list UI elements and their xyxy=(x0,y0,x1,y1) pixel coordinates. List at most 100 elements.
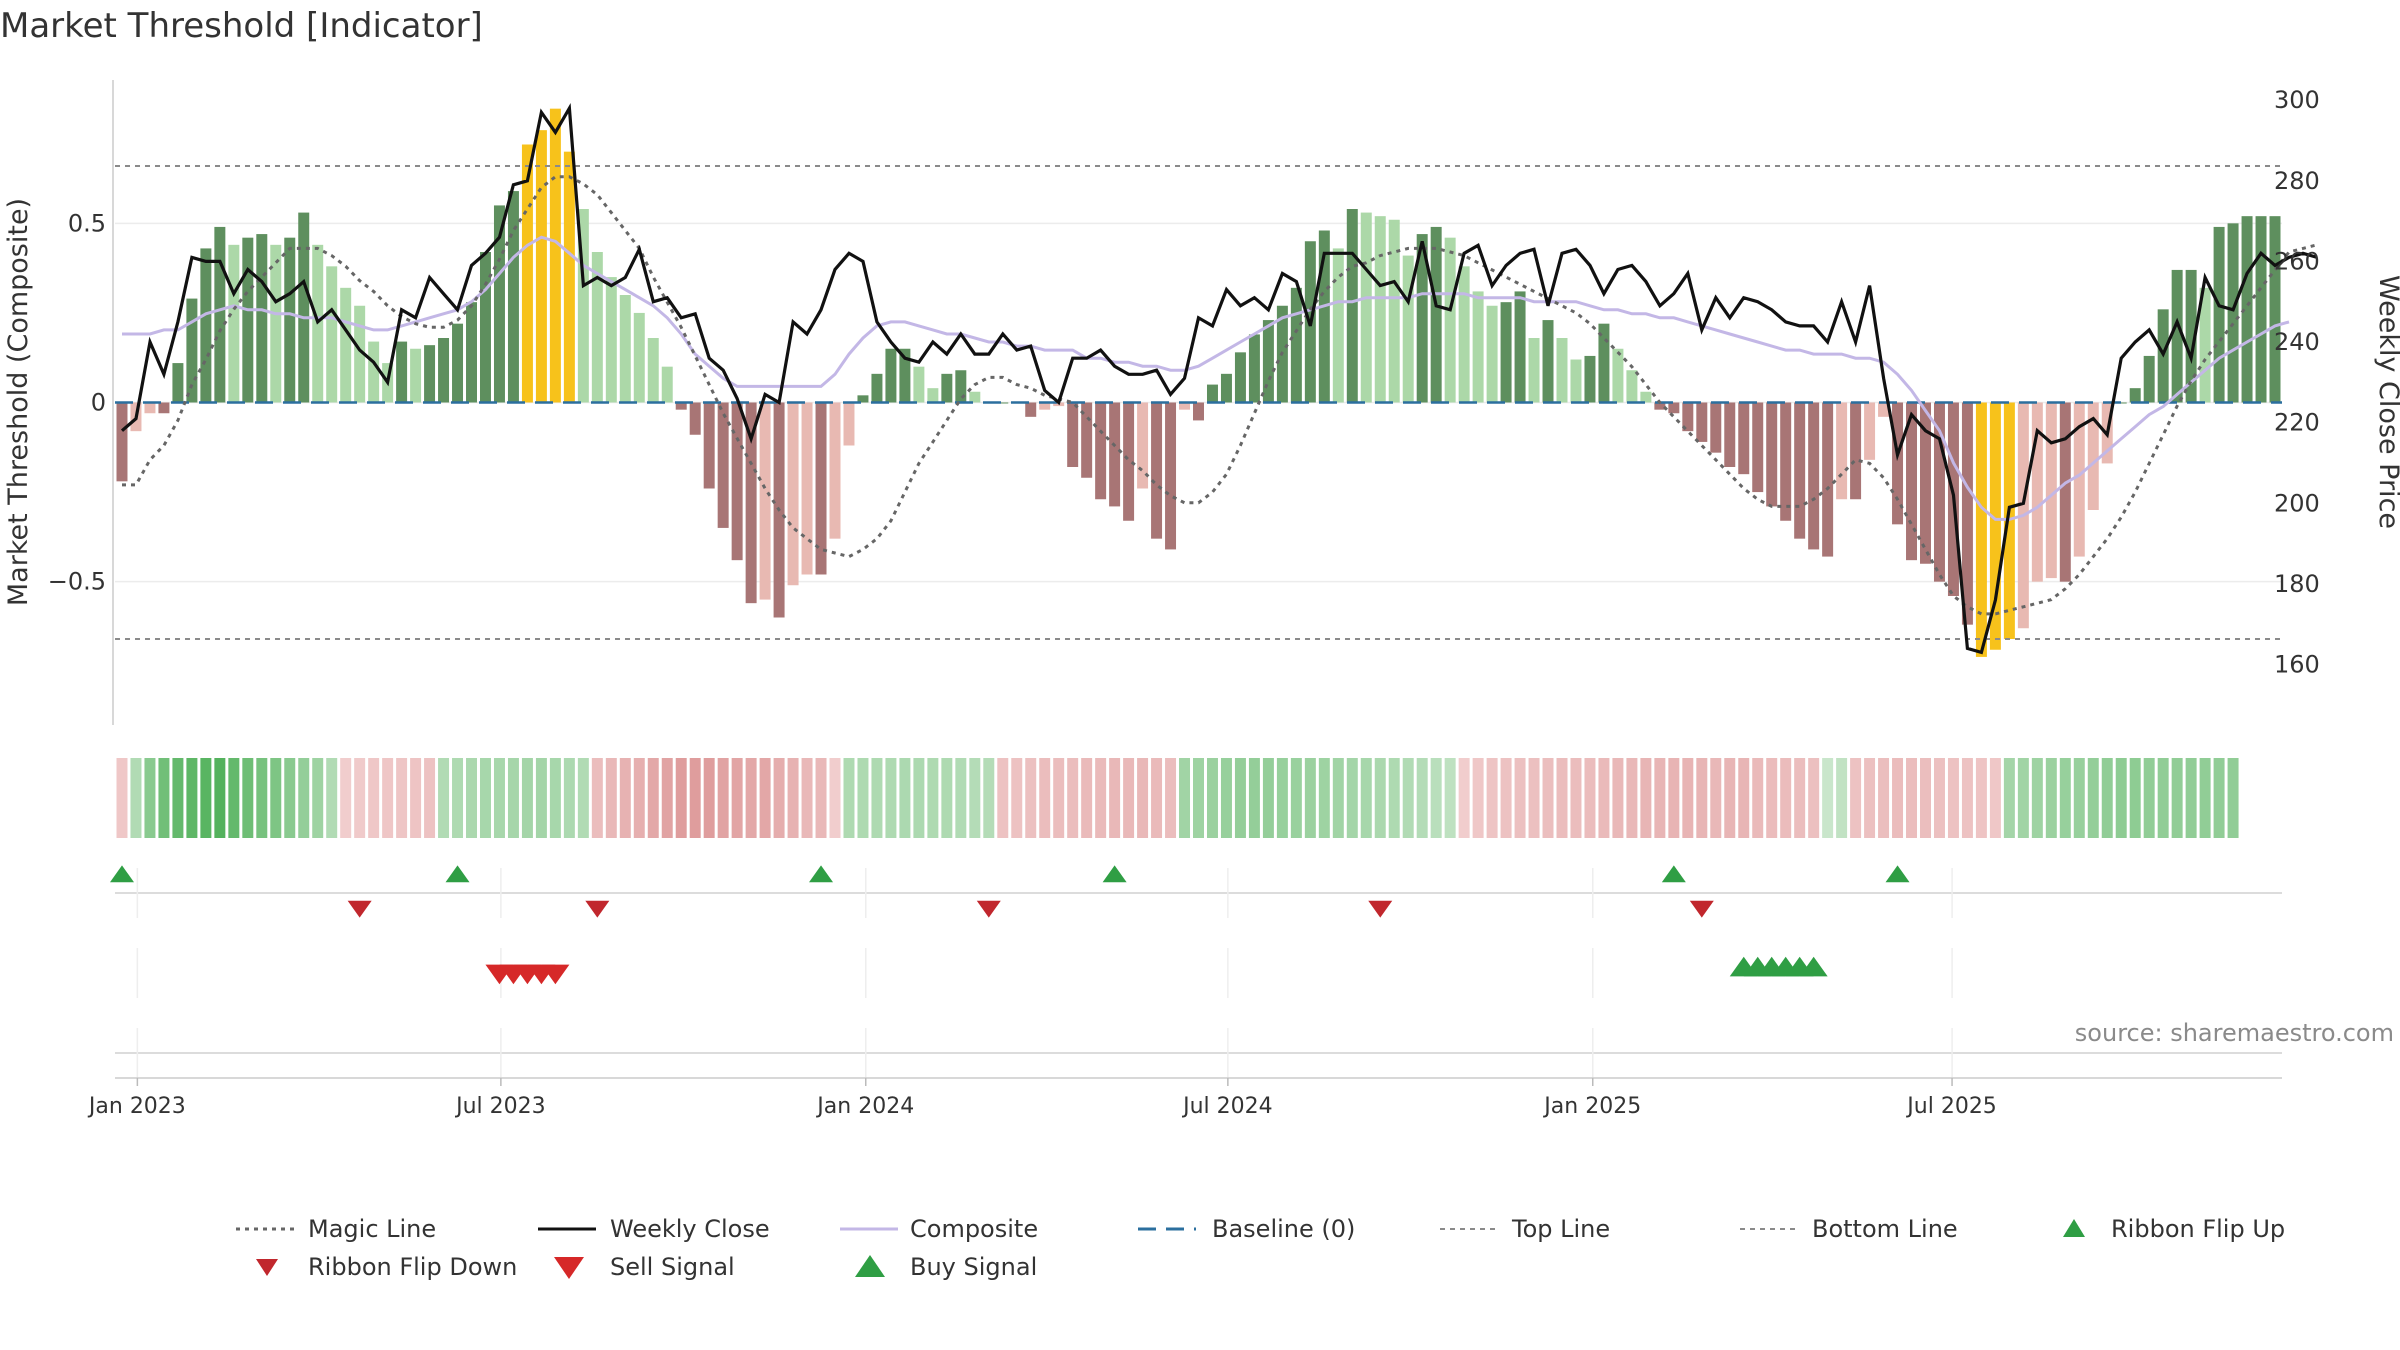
composite-bar xyxy=(2059,402,2071,582)
chart-title: Market Threshold [Indicator] xyxy=(0,6,483,46)
ribbon-cell xyxy=(2045,758,2057,838)
composite-bar xyxy=(759,402,771,600)
composite-bar xyxy=(1290,287,1302,403)
legend: Magic Line Weekly Close Composite Baseline … xyxy=(236,1215,2285,1281)
composite-bar xyxy=(1682,402,1694,432)
ribbon-cell xyxy=(2129,758,2141,838)
composite-bar xyxy=(2031,402,2043,582)
composite-bar xyxy=(1808,402,1820,550)
ribbon-cell xyxy=(2031,758,2043,838)
composite-bar xyxy=(1248,334,1260,403)
ribbon-cell xyxy=(1025,758,1037,838)
composite-bar xyxy=(1095,402,1107,500)
composite-bar xyxy=(731,402,743,561)
ribbon-flip-down-marker xyxy=(1368,900,1393,918)
legend-flip-down-label: Ribbon Flip Down xyxy=(308,1253,517,1281)
right-tick-label: 240 xyxy=(2274,328,2320,356)
ribbon-flip-down-marker xyxy=(976,900,1001,918)
ribbon-cell xyxy=(661,758,673,838)
composite-bar xyxy=(1025,402,1037,417)
ribbon-cell xyxy=(2143,758,2155,838)
composite-bar xyxy=(871,373,883,403)
composite-bar xyxy=(1193,402,1204,421)
ribbon-cell xyxy=(1696,758,1708,838)
ribbon-cell xyxy=(382,758,394,838)
composite-bar xyxy=(969,391,981,403)
composite-bar xyxy=(689,402,701,435)
legend-baseline-label: Baseline (0) xyxy=(1212,1215,1355,1243)
ribbon-cell xyxy=(745,758,757,838)
date-tick-label: Jan 2025 xyxy=(1542,1094,1641,1119)
composite-bar xyxy=(1206,384,1218,403)
composite-bar xyxy=(158,402,170,414)
right-tick-label: 180 xyxy=(2274,570,2320,598)
ribbon-flip-up-marker xyxy=(1102,865,1127,883)
composite-bar xyxy=(1500,302,1512,403)
ribbon-cell xyxy=(1304,758,1316,838)
composite-bar xyxy=(1654,402,1666,410)
composite-bar xyxy=(1961,402,1973,625)
ribbon-cell xyxy=(1360,758,1372,838)
ribbon-cell xyxy=(1276,758,1288,838)
ribbon-cell xyxy=(340,758,352,838)
ribbon-cell xyxy=(438,758,450,838)
ribbon-cell xyxy=(1388,758,1400,838)
ribbon-cell xyxy=(773,758,785,838)
legend-buy-swatch xyxy=(855,1255,885,1277)
composite-bar xyxy=(1878,402,1890,417)
ribbon-cell xyxy=(871,758,883,838)
composite-bar xyxy=(284,237,296,403)
composite-bar xyxy=(2185,269,2197,403)
composite-bar xyxy=(507,191,519,403)
composite-bar xyxy=(1234,352,1246,403)
ribbon-cell xyxy=(1095,758,1107,838)
legend-close-label: Weekly Close xyxy=(610,1215,770,1243)
ribbon-cell xyxy=(591,758,603,838)
ribbon-flip-up-marker xyxy=(445,865,470,883)
composite-bar xyxy=(396,341,408,403)
ribbon-cell xyxy=(354,758,366,838)
composite-bar xyxy=(2227,223,2239,403)
ribbon-cell xyxy=(2199,758,2211,838)
composite-bar xyxy=(1220,373,1232,403)
composite-bar xyxy=(675,402,687,410)
composite-bar xyxy=(787,402,799,586)
composite-bar xyxy=(1137,402,1149,489)
ribbon-cell xyxy=(1836,758,1848,838)
ribbon-cell xyxy=(1039,758,1051,838)
right-tick-label: 160 xyxy=(2274,651,2320,679)
ribbon-cell xyxy=(563,758,575,838)
ribbon-cell xyxy=(1486,758,1498,838)
ribbon-cell xyxy=(1193,758,1204,838)
composite-bar xyxy=(829,402,841,539)
composite-bar xyxy=(466,302,477,403)
ribbon-cell xyxy=(1109,758,1121,838)
ribbon-cell xyxy=(535,758,547,838)
composite-bar xyxy=(1514,291,1526,403)
ribbon-strip xyxy=(116,758,2239,838)
ribbon-cell xyxy=(1290,758,1302,838)
ribbon-cell xyxy=(801,758,813,838)
ribbon-cell xyxy=(759,758,771,838)
right-tick-label: 260 xyxy=(2274,247,2320,275)
date-tick-label: Jul 2023 xyxy=(454,1094,546,1119)
composite-bar xyxy=(1123,402,1135,521)
composite-bar xyxy=(438,338,450,403)
ribbon-cell xyxy=(2171,758,2183,838)
ribbon-cell xyxy=(1444,758,1456,838)
ribbon-cell xyxy=(298,758,310,838)
ribbon-cell xyxy=(452,758,464,838)
composite-bar xyxy=(661,366,673,403)
composite-bar xyxy=(1402,255,1414,403)
composite-bar xyxy=(410,348,422,403)
ribbon-cell xyxy=(1989,758,2001,838)
left-tick-label: −0.5 xyxy=(48,568,106,596)
composite-bar xyxy=(1920,402,1931,564)
ribbon-cell xyxy=(284,758,296,838)
ribbon-cell xyxy=(1137,758,1149,838)
ribbon-flip-up-marker xyxy=(1661,865,1686,883)
ribbon-cell xyxy=(2185,758,2197,838)
ribbon-cell xyxy=(2003,758,2015,838)
composite-bar xyxy=(535,130,547,403)
sell-signal-marker xyxy=(541,964,570,985)
